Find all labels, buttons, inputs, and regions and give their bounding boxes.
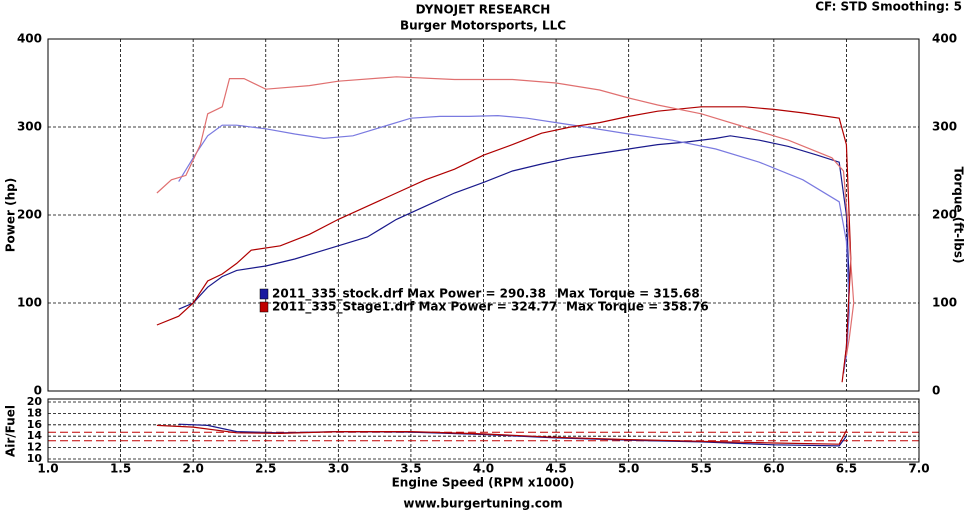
legend-swatch [259,301,269,313]
afr-tick-label: 20 [27,395,43,408]
legend-swatch [259,288,269,300]
y2-tick-label: 300 [932,120,957,134]
x-tick-label: 6.0 [763,462,784,476]
series-line [156,424,847,445]
y2-tick-label: 0 [932,384,940,398]
afr-axis-title: Air/Fuel [4,405,18,457]
series-line [178,135,850,374]
y-tick-label: 200 [17,208,42,222]
afr-tick-label: 14 [27,429,43,442]
x-tick-label: 1.5 [110,462,131,476]
legend-label: 2011_335_Stage1.drf Max Power = 324.77 [272,300,557,315]
y-tick-label: 400 [17,32,42,46]
x-axis-title: Engine Speed (RPM x1000) [392,476,575,490]
y-axis-title: Power (hp) [4,178,18,252]
y2-axis-title: Torque (ft-lbs) [952,167,966,264]
x-tick-label: 3.5 [400,462,421,476]
x-tick-label: 2.0 [183,462,204,476]
afr-tick-label: 10 [27,452,43,465]
footer: www.burgertuning.com [403,497,562,511]
legend-label: 2011_335_stock.drf Max Power = 290.38 [272,287,546,302]
y-tick-label: 0 [34,384,42,398]
plot-frame [47,38,920,392]
y-tick-label: 300 [17,120,42,134]
afr-tick-label: 12 [27,441,42,454]
y2-tick-label: 400 [932,32,957,46]
x-tick-label: 3.0 [328,462,349,476]
legend-torque: Max Torque = 315.68 [557,287,700,301]
legend-torque: Max Torque = 358.76 [566,300,709,314]
y2-tick-label: 200 [932,208,957,222]
afr-tick-label: 18 [27,406,42,419]
series-line [156,76,855,356]
x-tick-label: 2.5 [255,462,276,476]
series-line [156,106,852,383]
series-line [178,114,850,374]
x-tick-label: 1.0 [37,462,58,476]
chart-subtitle: Burger Motorsports, LLC [400,19,566,33]
afr-tick-label: 16 [27,418,43,431]
x-tick-label: 5.0 [618,462,639,476]
y-tick-label: 100 [17,296,42,310]
corner-note: CF: STD Smoothing: 5 [815,0,962,14]
chart-title: DYNOJET RESEARCH [416,3,551,17]
x-tick-label: 4.0 [473,462,494,476]
x-tick-label: 4.5 [545,462,566,476]
x-tick-label: 5.5 [691,462,712,476]
y2-tick-label: 100 [932,296,957,310]
afr-frame [47,398,920,463]
x-tick-label: 6.5 [836,462,857,476]
x-tick-label: 7.0 [908,462,929,476]
